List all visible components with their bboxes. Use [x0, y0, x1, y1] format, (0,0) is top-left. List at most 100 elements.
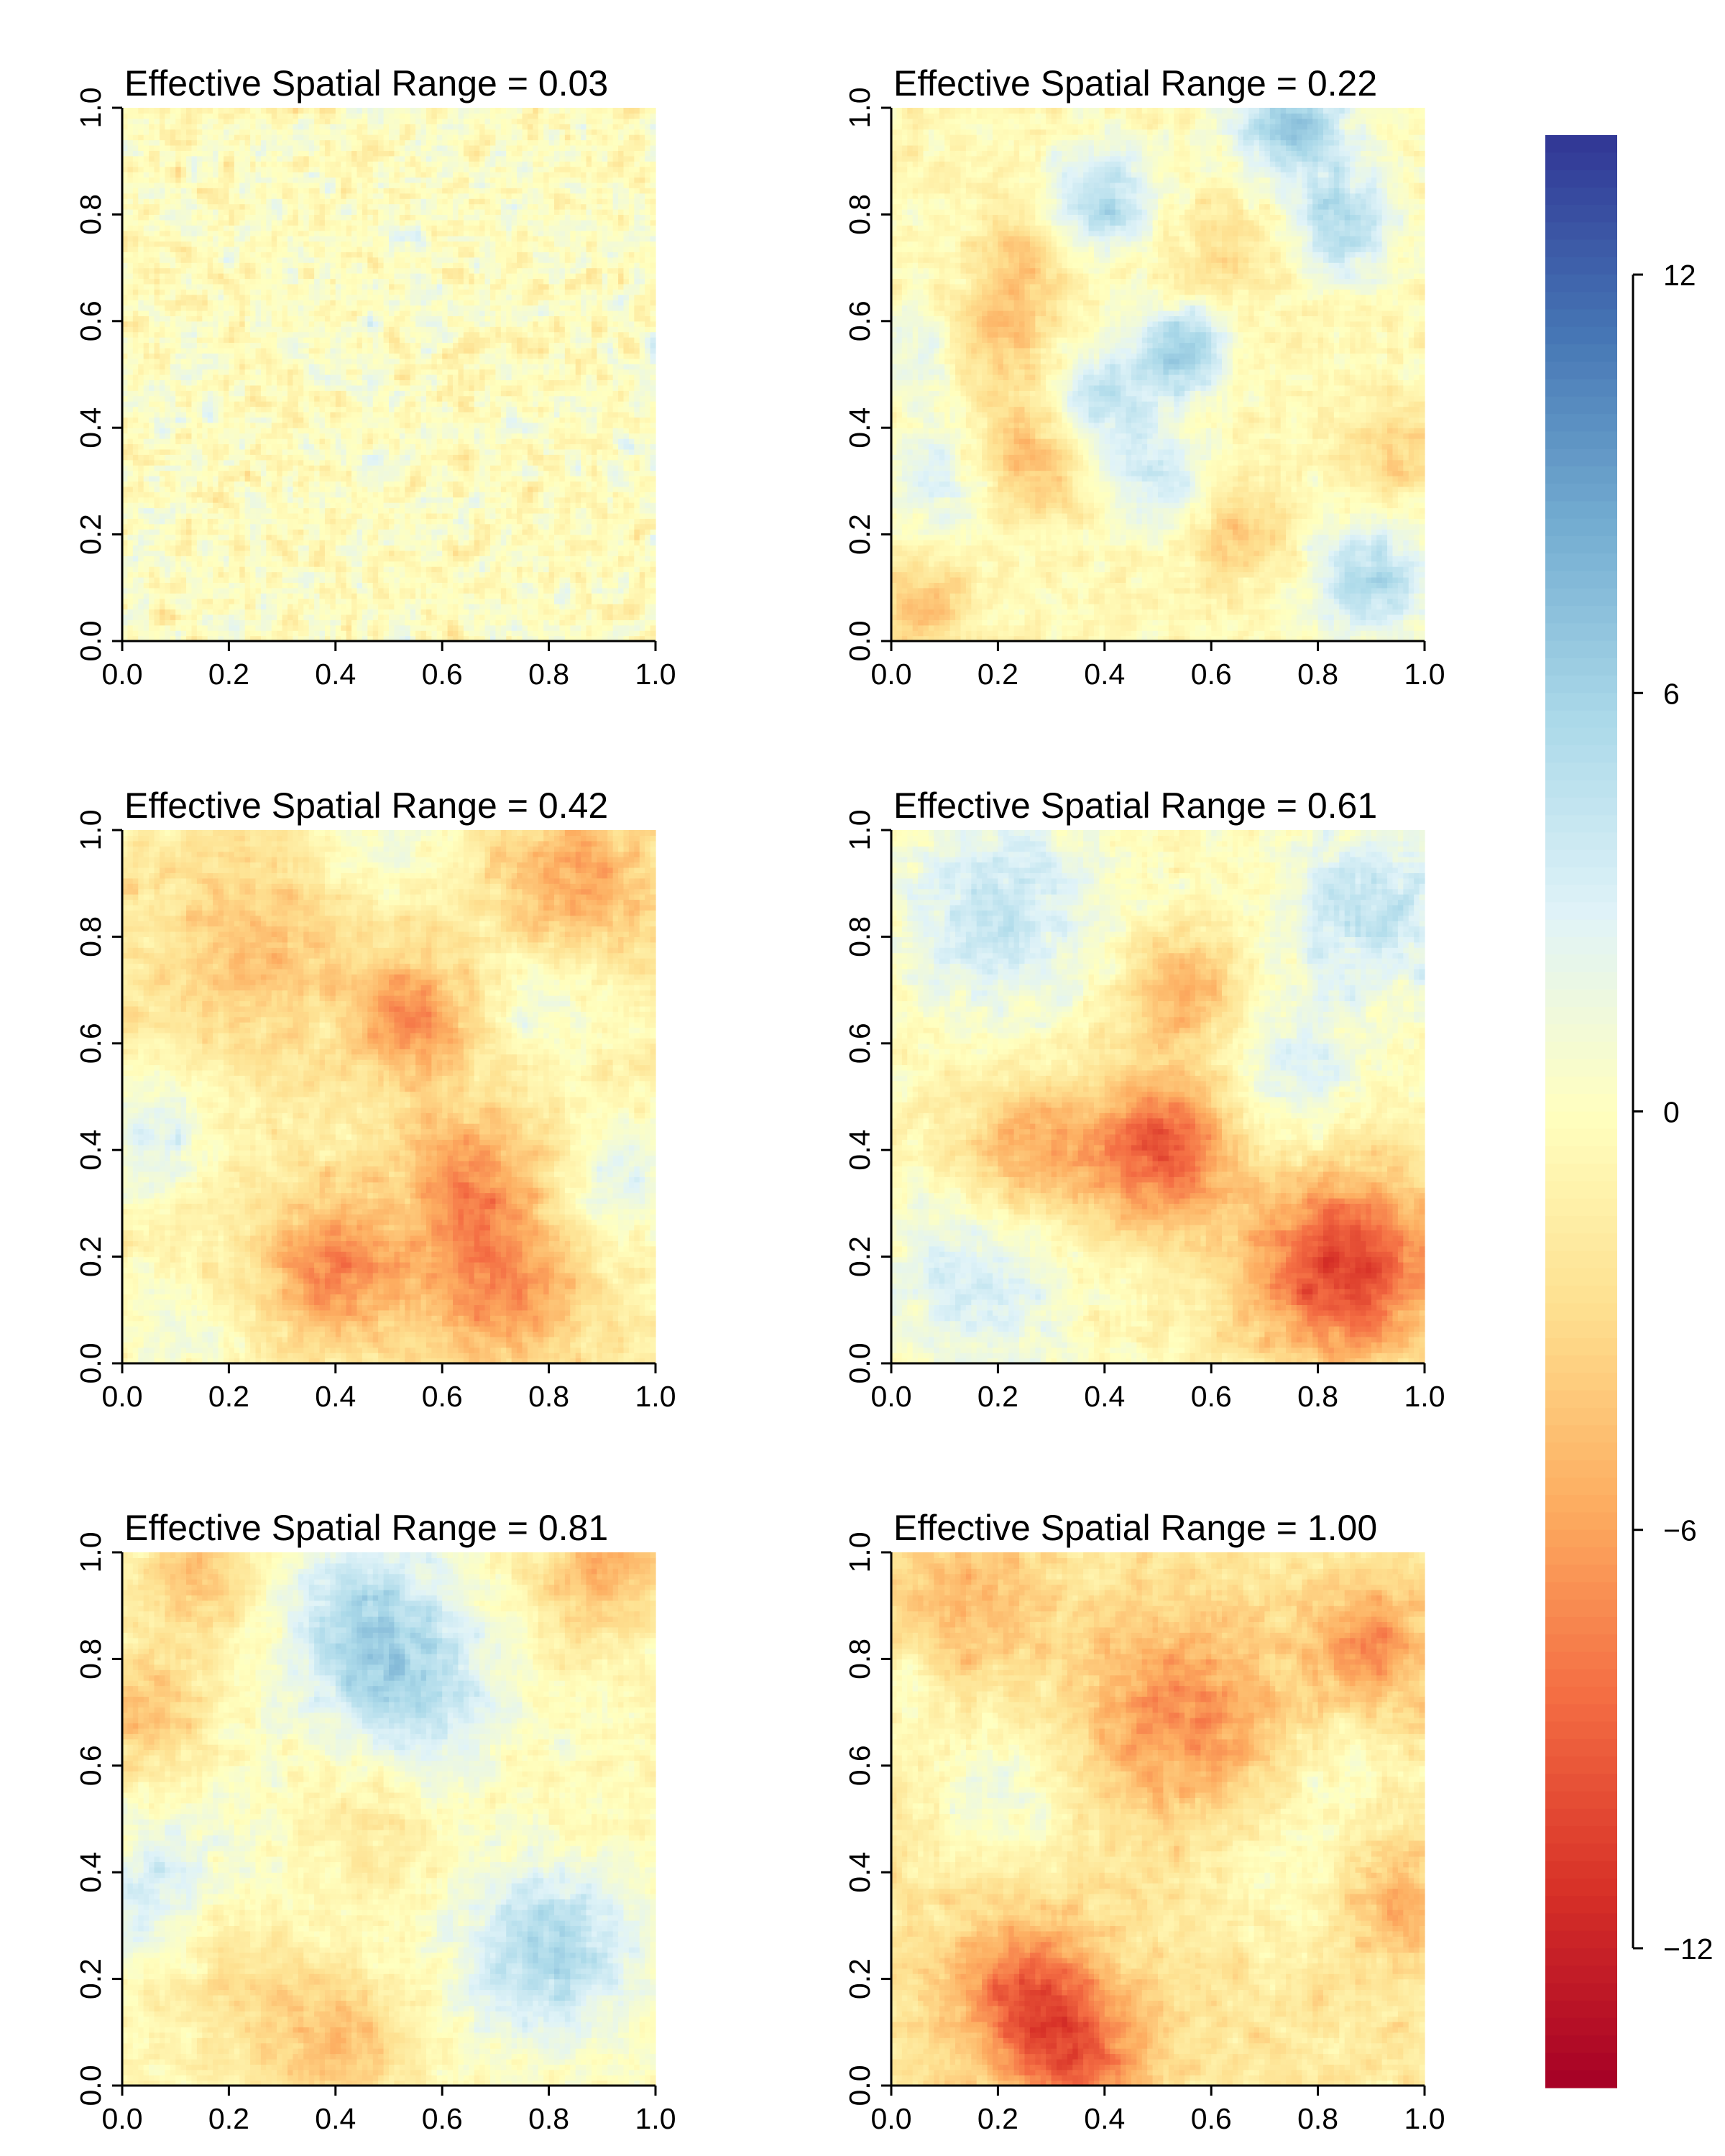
- heatmap-cell: [640, 529, 645, 535]
- heatmap-cell: [367, 630, 373, 636]
- heatmap-cell: [597, 625, 602, 631]
- heatmap-cell: [586, 566, 592, 572]
- heatmap-cell: [464, 529, 469, 535]
- heatmap-cell: [341, 550, 346, 556]
- heatmap-cell: [565, 561, 571, 567]
- heatmap-cell: [623, 588, 629, 594]
- heatmap-cell: [229, 566, 234, 572]
- heatmap-cell: [479, 513, 485, 519]
- heatmap-cell: [309, 630, 315, 636]
- heatmap-cell: [453, 545, 459, 550]
- heatmap-cell: [133, 599, 139, 604]
- heatmap-cell: [160, 572, 165, 578]
- heatmap-cell: [186, 619, 192, 625]
- heatmap-cell: [356, 550, 362, 556]
- heatmap-cell: [197, 545, 203, 550]
- heatmap-cell: [288, 625, 293, 631]
- heatmap-cell: [320, 619, 326, 625]
- heatmap-cell: [218, 513, 224, 519]
- heatmap-cell: [426, 619, 432, 625]
- heatmap-cell: [170, 535, 176, 540]
- heatmap-cell: [373, 524, 379, 530]
- heatmap-cell: [356, 619, 362, 625]
- heatmap-cell: [336, 604, 341, 609]
- heatmap-cell: [517, 588, 523, 594]
- heatmap-cell: [202, 535, 208, 540]
- heatmap-cell: [565, 599, 571, 604]
- heatmap-cell: [543, 593, 549, 599]
- heatmap-cell: [565, 625, 571, 631]
- heatmap-cell: [149, 556, 155, 561]
- heatmap-cell: [303, 561, 309, 567]
- heatmap-cell: [138, 625, 144, 631]
- heatmap-cell: [389, 630, 395, 636]
- heatmap-cell: [442, 588, 448, 594]
- heatmap-cell: [314, 582, 320, 588]
- heatmap-cell: [186, 588, 192, 594]
- heatmap-cell: [490, 513, 496, 519]
- heatmap-cell: [485, 630, 491, 636]
- heatmap-cell: [261, 529, 267, 535]
- heatmap-cell: [202, 625, 208, 631]
- heatmap-cell: [426, 599, 432, 604]
- heatmap-cell: [479, 529, 485, 535]
- heatmap-cell: [592, 572, 597, 578]
- heatmap-cell: [341, 566, 346, 572]
- heatmap-cell: [384, 556, 390, 561]
- heatmap-cell: [389, 588, 395, 594]
- heatmap-cell: [506, 614, 512, 620]
- heatmap-cell: [160, 619, 165, 625]
- heatmap-cell: [523, 550, 528, 556]
- heatmap-cell: [186, 550, 192, 556]
- heatmap-cell: [208, 599, 213, 604]
- heatmap-cell: [293, 529, 298, 535]
- heatmap-cell: [272, 588, 277, 594]
- heatmap-cell: [282, 625, 288, 631]
- heatmap-cell: [277, 513, 282, 519]
- heatmap-cell: [581, 550, 586, 556]
- heatmap-cell: [282, 599, 288, 604]
- heatmap-cell: [239, 529, 245, 535]
- heatmap-cell: [356, 529, 362, 535]
- heatmap-cell: [224, 577, 229, 583]
- heatmap-cell: [239, 535, 245, 540]
- heatmap-cell: [415, 550, 421, 556]
- heatmap-cell: [410, 513, 416, 519]
- heatmap-cell: [523, 582, 528, 588]
- heatmap-cell: [538, 625, 544, 631]
- heatmap-cell: [453, 604, 459, 609]
- heatmap-cell: [549, 540, 555, 545]
- heatmap-cell: [389, 609, 395, 614]
- heatmap-cell: [351, 599, 357, 604]
- heatmap-cell: [282, 609, 288, 614]
- heatmap-cell: [549, 619, 555, 625]
- heatmap-cell: [367, 535, 373, 540]
- heatmap-cell: [373, 518, 379, 524]
- heatmap-cell: [213, 625, 218, 631]
- heatmap-cell: [523, 614, 528, 620]
- heatmap-cell: [523, 518, 528, 524]
- heatmap-cell: [234, 588, 240, 594]
- heatmap-cell: [138, 593, 144, 599]
- heatmap-cell: [250, 529, 256, 535]
- heatmap-cell: [384, 609, 390, 614]
- heatmap-cell: [384, 577, 390, 583]
- heatmap-cell: [512, 604, 518, 609]
- heatmap-cell: [415, 604, 421, 609]
- heatmap-cell: [384, 593, 390, 599]
- heatmap-cell: [218, 604, 224, 609]
- heatmap-cell: [442, 577, 448, 583]
- heatmap-cell: [442, 518, 448, 524]
- heatmap-cell: [533, 577, 538, 583]
- heatmap-cell: [586, 550, 592, 556]
- heatmap-cell: [613, 566, 619, 572]
- heatmap-cell: [421, 572, 427, 578]
- heatmap-cell: [543, 529, 549, 535]
- heatmap-cell: [592, 540, 597, 545]
- heatmap-cell: [607, 540, 613, 545]
- heatmap-cell: [314, 572, 320, 578]
- heatmap-cell: [565, 545, 571, 550]
- heatmap-cell: [495, 582, 501, 588]
- heatmap-cell: [341, 535, 346, 540]
- heatmap-cell: [245, 535, 251, 540]
